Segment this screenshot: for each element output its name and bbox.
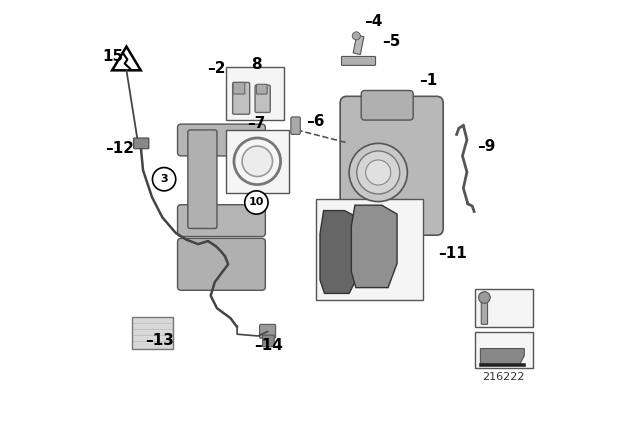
FancyBboxPatch shape xyxy=(188,130,217,228)
Text: –12: –12 xyxy=(105,141,134,156)
Circle shape xyxy=(242,146,273,177)
Text: –9: –9 xyxy=(477,139,496,155)
FancyBboxPatch shape xyxy=(340,96,443,235)
Polygon shape xyxy=(481,349,524,364)
FancyBboxPatch shape xyxy=(177,124,266,156)
Bar xyxy=(226,130,289,193)
FancyBboxPatch shape xyxy=(233,82,244,94)
Circle shape xyxy=(352,32,360,40)
Text: 216222: 216222 xyxy=(483,372,525,382)
FancyBboxPatch shape xyxy=(262,335,275,347)
FancyBboxPatch shape xyxy=(342,56,376,65)
FancyBboxPatch shape xyxy=(177,238,266,290)
Text: –11: –11 xyxy=(438,246,467,261)
Bar xyxy=(475,289,532,327)
Text: 3: 3 xyxy=(160,174,168,184)
Bar xyxy=(475,332,532,368)
Circle shape xyxy=(244,191,268,214)
Circle shape xyxy=(234,138,280,185)
Circle shape xyxy=(356,151,400,194)
Text: –6: –6 xyxy=(307,114,324,129)
Circle shape xyxy=(152,168,176,191)
FancyBboxPatch shape xyxy=(260,324,276,338)
FancyBboxPatch shape xyxy=(233,82,250,114)
Text: –2: –2 xyxy=(207,60,225,76)
FancyBboxPatch shape xyxy=(255,85,270,112)
FancyBboxPatch shape xyxy=(257,84,267,94)
Circle shape xyxy=(365,160,391,185)
Text: 10: 10 xyxy=(249,198,264,207)
Circle shape xyxy=(349,143,408,202)
Text: –13: –13 xyxy=(145,333,174,348)
Text: 15: 15 xyxy=(102,48,124,64)
FancyBboxPatch shape xyxy=(481,298,488,324)
FancyBboxPatch shape xyxy=(361,90,413,120)
FancyBboxPatch shape xyxy=(134,138,149,149)
Text: 8: 8 xyxy=(251,57,262,73)
Text: –1: –1 xyxy=(419,73,438,88)
Bar xyxy=(226,67,284,120)
FancyBboxPatch shape xyxy=(291,117,300,134)
Text: –7: –7 xyxy=(247,116,266,131)
Polygon shape xyxy=(320,211,361,293)
Circle shape xyxy=(479,292,490,303)
Polygon shape xyxy=(479,363,525,366)
Text: –4: –4 xyxy=(365,14,383,29)
Polygon shape xyxy=(112,47,141,70)
Polygon shape xyxy=(353,35,364,55)
Polygon shape xyxy=(351,205,397,288)
Text: –14: –14 xyxy=(254,338,283,353)
Text: –5: –5 xyxy=(383,34,401,49)
Bar xyxy=(316,199,423,300)
Bar xyxy=(132,317,173,349)
FancyBboxPatch shape xyxy=(177,205,266,237)
